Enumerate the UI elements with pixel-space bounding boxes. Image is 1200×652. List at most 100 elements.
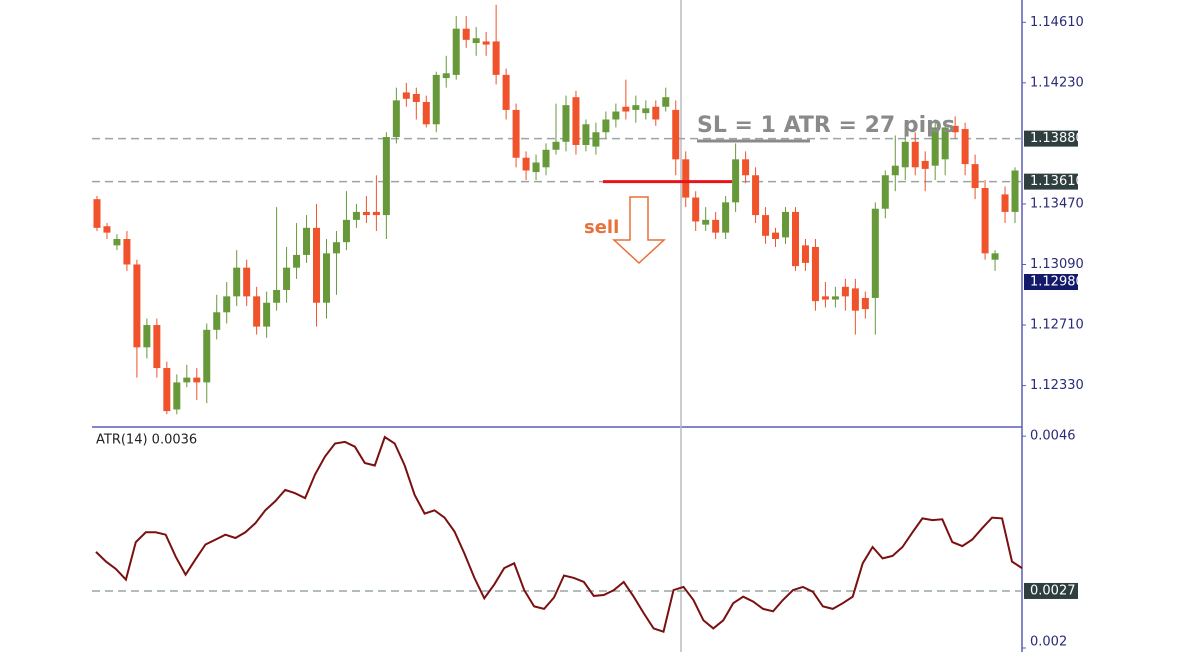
candle-body xyxy=(432,74,440,125)
level-label-box xyxy=(1024,173,1078,190)
candle-body xyxy=(672,109,680,160)
candle-body xyxy=(971,164,979,189)
candle-body xyxy=(881,175,889,209)
y-tick-label: 1.12330 xyxy=(1030,378,1084,393)
candle-body xyxy=(223,296,231,313)
candle-body xyxy=(522,157,530,171)
price-label-box xyxy=(1024,274,1078,291)
candle-body xyxy=(951,125,959,133)
candle-body xyxy=(133,264,141,348)
candle-body xyxy=(173,382,181,410)
candle-body xyxy=(991,253,999,260)
candle-body xyxy=(772,232,780,239)
candle-body xyxy=(332,242,340,254)
candle-body xyxy=(532,162,540,173)
candle-body xyxy=(662,97,670,107)
level-label: 1.13610 xyxy=(1030,174,1084,189)
candle-body xyxy=(702,219,710,225)
price-label: 1.12980 xyxy=(1030,275,1084,290)
candle-body xyxy=(542,149,550,168)
candle-body xyxy=(941,127,949,160)
candle-body xyxy=(183,377,191,383)
candle-body xyxy=(462,28,470,40)
candle-body xyxy=(582,124,590,145)
candle-body xyxy=(342,219,350,243)
candle-body xyxy=(821,296,829,300)
candle-body xyxy=(861,297,869,310)
candle-body xyxy=(283,267,291,290)
candle-body xyxy=(811,246,819,302)
candle-body xyxy=(233,267,241,297)
candle-body xyxy=(632,105,640,110)
candle-body xyxy=(732,159,740,203)
sell-arrow xyxy=(612,196,666,265)
candle-body xyxy=(742,159,750,176)
candle-body xyxy=(143,325,151,348)
candle-body xyxy=(1001,194,1009,212)
candle-body xyxy=(692,197,700,222)
candle-body xyxy=(352,211,360,220)
candle-body xyxy=(572,97,580,145)
candle-body xyxy=(592,132,600,147)
candle-body xyxy=(791,211,799,267)
candle-body xyxy=(322,253,330,303)
candle-body xyxy=(362,211,370,216)
candle-body xyxy=(622,106,630,112)
candle-body xyxy=(402,92,410,99)
level-label-box xyxy=(1024,582,1078,599)
candle-body xyxy=(153,325,161,369)
candle-body xyxy=(782,211,790,238)
candle-body xyxy=(911,141,919,168)
candle-body xyxy=(273,289,281,303)
candle-body xyxy=(422,101,430,125)
y-tick-label: 1.13090 xyxy=(1030,257,1084,272)
candle-body xyxy=(961,129,969,165)
candle-body xyxy=(253,296,261,327)
candle-body xyxy=(512,109,520,158)
candle-body xyxy=(562,105,570,142)
candle-body xyxy=(1011,170,1019,212)
candle-body xyxy=(452,28,460,75)
candle-body xyxy=(552,141,560,150)
indicator-title: ATR(14) 0.0036 xyxy=(96,433,197,448)
candle-body xyxy=(612,111,620,120)
candle-body xyxy=(931,127,939,166)
candle-body xyxy=(293,254,301,268)
candle-body xyxy=(193,377,201,383)
candle-body xyxy=(382,137,390,216)
y-tick-label: 1.14230 xyxy=(1030,75,1084,90)
candle-body xyxy=(472,38,480,44)
y-tick-label: 1.13470 xyxy=(1030,196,1084,211)
candle-body xyxy=(213,312,221,330)
candle-body xyxy=(203,329,211,383)
candle-body xyxy=(163,368,171,412)
candle-body xyxy=(502,74,510,110)
y-tick-label: 1.12710 xyxy=(1030,318,1084,333)
sl-annotation: SL = 1 ATR = 27 pips xyxy=(697,113,955,138)
candle-body xyxy=(123,238,131,265)
y-tick-label: 0.0046 xyxy=(1030,429,1076,444)
candle-body xyxy=(392,100,400,138)
candle-body xyxy=(752,175,760,216)
candle-body xyxy=(263,302,271,327)
candle-body xyxy=(801,245,809,263)
candle-body xyxy=(482,41,490,45)
y-tick-label: 1.14610 xyxy=(1030,15,1084,30)
candle-body xyxy=(412,94,420,102)
candle-body xyxy=(722,202,730,233)
candle-body xyxy=(313,227,321,303)
candle-body xyxy=(981,188,989,254)
candle-body xyxy=(93,199,101,228)
candle-body xyxy=(841,286,849,297)
candle-body xyxy=(642,108,650,114)
candle-body xyxy=(851,288,859,311)
candle-body xyxy=(831,296,839,300)
level-label-box xyxy=(1024,130,1078,147)
candle-body xyxy=(602,119,610,133)
candle-body xyxy=(901,141,909,168)
candle-body xyxy=(243,267,251,297)
candle-body xyxy=(492,41,500,75)
candle-body xyxy=(652,106,660,120)
candle-body xyxy=(113,238,121,246)
